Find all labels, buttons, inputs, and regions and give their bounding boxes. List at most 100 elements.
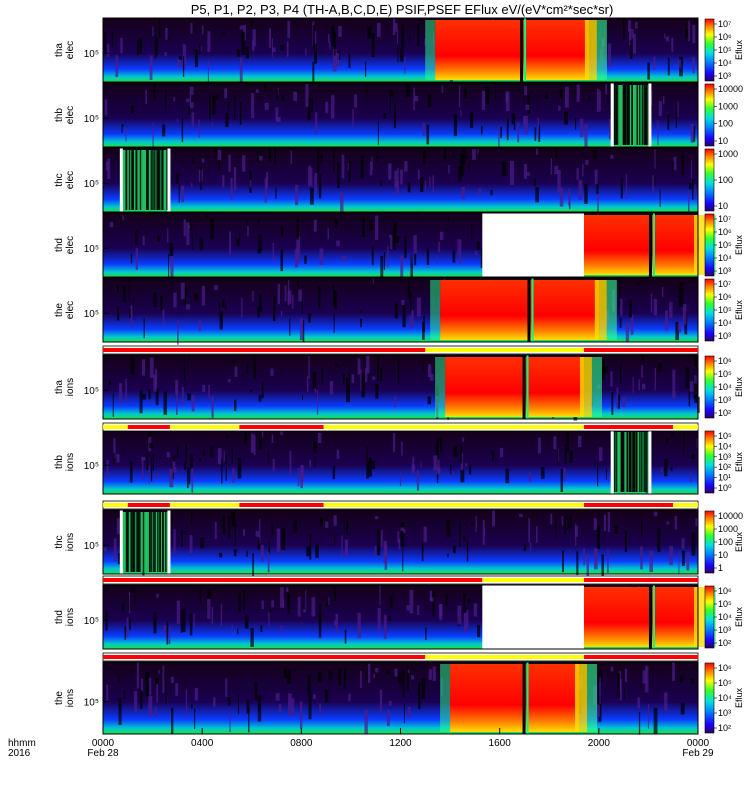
burst-stripe <box>628 432 631 492</box>
noise-stripe <box>477 188 482 195</box>
noise-stripe <box>121 124 123 134</box>
noise-stripe <box>277 283 281 305</box>
panel-frame <box>102 509 699 575</box>
noise-stripe <box>244 615 249 629</box>
noise-stripe <box>674 516 677 530</box>
noise-stripe <box>379 367 383 382</box>
x-tick-label: 0800 <box>290 738 313 749</box>
noise-stripe <box>148 389 151 400</box>
noise-stripe <box>258 234 262 251</box>
noise-stripe <box>222 174 225 188</box>
noise-stripe <box>564 515 566 535</box>
noise-stripe <box>348 160 351 183</box>
data-gap-line <box>520 18 524 82</box>
noise-stripe <box>450 464 452 474</box>
burst-stripe <box>154 150 156 210</box>
noise-stripe <box>268 148 272 162</box>
noise-stripe <box>249 389 253 393</box>
noise-stripe <box>233 167 237 191</box>
noise-stripe <box>598 670 602 683</box>
noise-stripe <box>126 617 129 638</box>
burst-stripe <box>628 85 630 145</box>
noise-stripe <box>325 521 329 528</box>
noise-stripe <box>210 445 213 458</box>
noise-stripe <box>165 90 167 111</box>
noise-stripe <box>439 604 443 621</box>
noise-stripe <box>254 359 256 380</box>
noise-stripe <box>695 518 698 527</box>
noise-stripe <box>407 182 411 193</box>
mode-segment-yellow <box>103 503 128 507</box>
flux-edge <box>584 20 597 80</box>
noise-stripe <box>207 599 211 619</box>
noise-stripe <box>402 669 405 698</box>
noise-stripe <box>320 153 323 163</box>
x-tick-date: Feb 29 <box>682 748 714 759</box>
noise-stripe <box>280 587 284 608</box>
noise-stripe <box>162 309 165 325</box>
noise-stripe <box>351 374 355 384</box>
noise-stripe <box>657 363 662 373</box>
noise-stripe <box>259 150 263 157</box>
burst-stripe <box>626 432 629 492</box>
noise-stripe <box>334 535 336 545</box>
noise-stripe <box>495 83 497 100</box>
noise-stripe <box>258 394 262 402</box>
noise-stripe <box>219 552 223 558</box>
noise-stripe <box>306 546 310 557</box>
noise-stripe <box>607 43 612 68</box>
noise-stripe <box>222 299 225 308</box>
noise-stripe <box>550 158 553 175</box>
noise-stripe <box>237 694 240 715</box>
noise-stripe <box>163 625 167 634</box>
noise-stripe <box>625 174 628 199</box>
noise-stripe <box>423 526 427 543</box>
noise-stripe <box>182 44 186 69</box>
noise-stripe <box>104 32 107 54</box>
high-flux-region <box>583 587 698 647</box>
noise-stripe <box>192 158 195 165</box>
noise-stripe <box>688 391 691 407</box>
noise-stripe <box>432 175 434 193</box>
noise-stripe <box>225 112 229 127</box>
noise-stripe <box>333 515 337 527</box>
noise-stripe <box>694 357 697 367</box>
noise-stripe <box>605 83 608 95</box>
noise-stripe <box>525 104 530 111</box>
noise-stripe <box>574 525 578 537</box>
burst-stripe <box>638 85 641 145</box>
noise-stripe <box>155 473 158 479</box>
flux-edge <box>694 215 706 275</box>
noise-stripe <box>312 25 315 49</box>
noise-stripe <box>191 183 193 188</box>
noise-stripe <box>429 590 433 601</box>
noise-stripe <box>297 596 301 617</box>
noise-stripe <box>438 241 441 253</box>
burst-boundary <box>648 430 652 494</box>
noise-stripe <box>175 380 179 395</box>
noise-stripe <box>231 624 233 630</box>
noise-stripe <box>446 520 451 537</box>
colorbar-tick-label: 10⁵ <box>718 45 732 55</box>
noise-stripe <box>280 625 283 633</box>
noise-stripe <box>282 599 285 609</box>
noise-stripe <box>173 467 177 473</box>
noise-stripe <box>125 378 127 403</box>
noise-stripe <box>459 446 462 464</box>
noise-stripe <box>129 618 131 630</box>
colorbar-label: Eflux <box>734 687 744 708</box>
colorbar-tick-label: 1000 <box>718 149 738 159</box>
noise-stripe <box>291 698 295 715</box>
panel-frame <box>102 147 699 213</box>
noise-stripe <box>605 469 607 480</box>
noise-stripe <box>409 291 412 313</box>
noise-stripe <box>215 94 219 101</box>
noise-stripe <box>409 589 414 614</box>
noise-stripe <box>333 314 335 334</box>
noise-stripe <box>631 29 634 38</box>
noise-stripe <box>175 389 178 415</box>
noise-stripe <box>683 431 685 457</box>
flux-edge <box>591 357 602 417</box>
noise-stripe <box>445 593 448 607</box>
